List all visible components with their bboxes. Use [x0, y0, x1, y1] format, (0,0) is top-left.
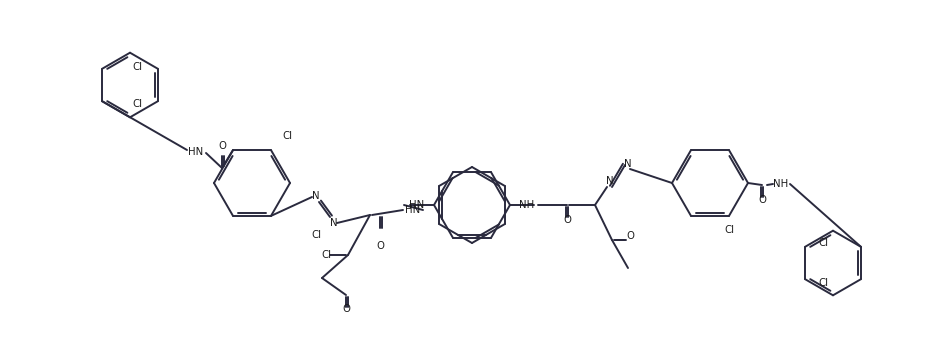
Text: O: O [342, 304, 350, 314]
Text: HN: HN [410, 200, 425, 210]
Text: O: O [376, 241, 384, 251]
Text: O: O [758, 195, 766, 205]
Text: O: O [563, 215, 571, 225]
Text: NH: NH [773, 179, 788, 189]
Text: Cl: Cl [818, 238, 828, 248]
Text: Cl: Cl [818, 278, 828, 288]
Text: Cl: Cl [321, 250, 331, 260]
Text: Cl: Cl [311, 230, 321, 240]
Text: Cl: Cl [132, 62, 142, 72]
Text: HN: HN [405, 205, 421, 215]
Text: N: N [606, 176, 614, 186]
Text: N: N [312, 191, 320, 201]
Text: O: O [218, 141, 226, 151]
Text: Cl: Cl [132, 99, 142, 109]
Text: N: N [624, 159, 632, 169]
Text: Cl: Cl [282, 131, 292, 141]
Text: N: N [330, 218, 338, 228]
Text: O: O [626, 231, 634, 241]
Text: Cl: Cl [724, 225, 734, 235]
Text: HN: HN [189, 147, 204, 157]
Text: NH: NH [519, 200, 534, 210]
